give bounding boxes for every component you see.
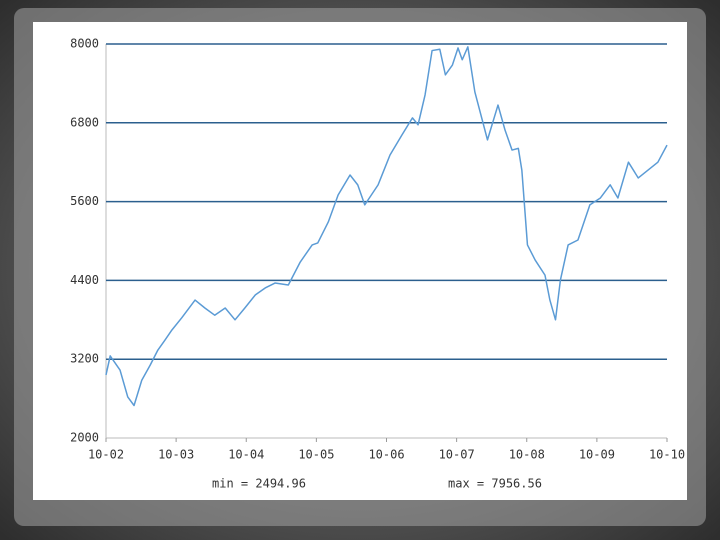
min-annotation: min = 2494.96 bbox=[212, 477, 306, 491]
y-tick-label: 8000 bbox=[70, 37, 99, 51]
x-tick-label: 10-04 bbox=[228, 448, 264, 462]
y-tick-label: 2000 bbox=[70, 431, 99, 445]
y-tick-label: 5600 bbox=[70, 194, 99, 208]
x-tick-label: 10-09 bbox=[579, 448, 615, 462]
x-tick-label: 10-06 bbox=[368, 448, 404, 462]
x-tick-label: 10-05 bbox=[298, 448, 334, 462]
x-tick-label: 10-03 bbox=[158, 448, 194, 462]
x-tick-label: 10-02 bbox=[88, 448, 124, 462]
max-annotation: max = 7956.56 bbox=[448, 477, 542, 491]
x-tick-label: 10-08 bbox=[509, 448, 545, 462]
y-tick-label: 6800 bbox=[70, 115, 99, 129]
x-tick-label: 10-10 bbox=[649, 448, 685, 462]
x-tick-label: 10-07 bbox=[439, 448, 475, 462]
panel bbox=[33, 22, 687, 500]
y-tick-label: 4400 bbox=[70, 273, 99, 287]
y-tick-label: 3200 bbox=[70, 352, 99, 366]
data-line bbox=[105, 46, 668, 407]
